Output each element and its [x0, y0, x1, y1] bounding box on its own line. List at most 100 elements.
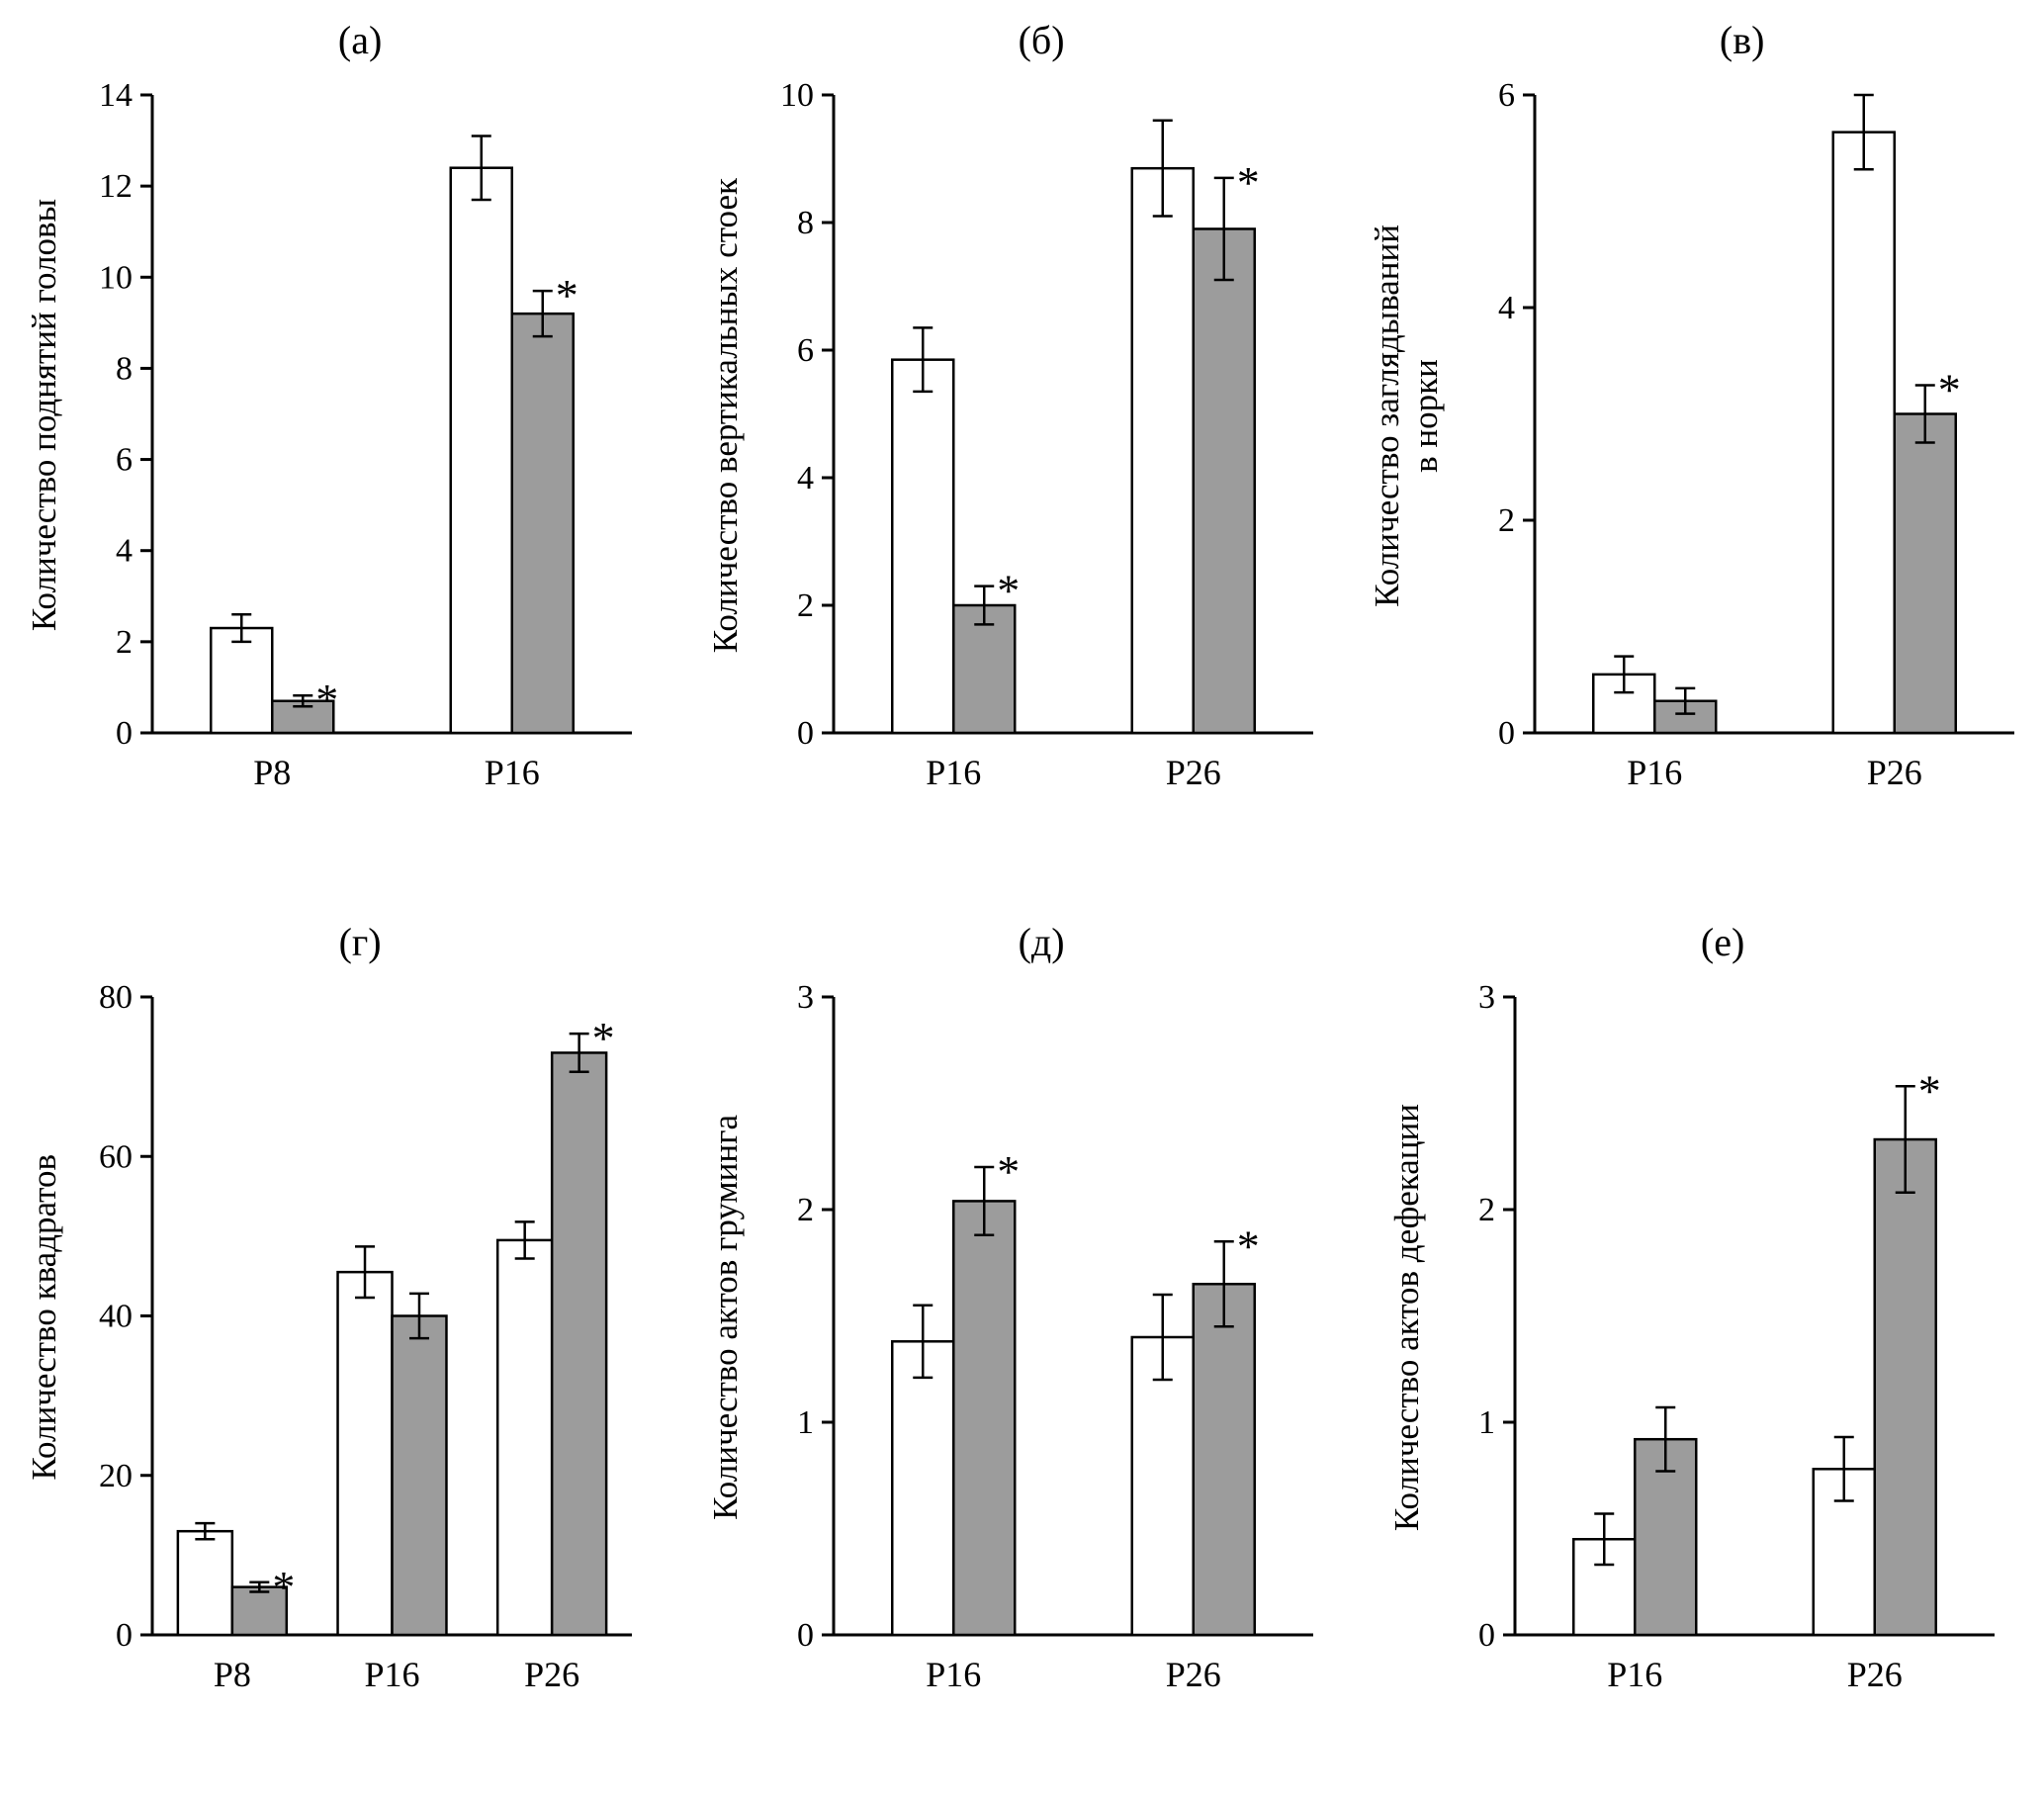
white-bar: [1812, 1468, 1877, 1637]
x-category-label: P16: [485, 753, 540, 792]
y-tick-label: 10: [780, 77, 814, 114]
y-tick-label: 60: [99, 1138, 133, 1175]
plot-column: (е) 0 1 2 3 P16 P26 *: [1426, 916, 2019, 1719]
y-tick-label: 1: [797, 1404, 814, 1441]
y-tick-label: 2: [1478, 1192, 1495, 1228]
x-category-label: P26: [1866, 753, 1921, 792]
gray-bar: [1873, 1137, 1938, 1637]
gray-bar: [952, 1200, 1017, 1637]
y-tick-label: 6: [116, 442, 133, 479]
x-category-label: P16: [1627, 753, 1682, 792]
plot-column: (б) 0 2 4 6 8 10 P16 * P26 *: [745, 14, 1338, 817]
significance-marker: *: [315, 675, 338, 725]
y-tick-label: 8: [116, 350, 133, 387]
white-bar: [891, 358, 955, 735]
significance-marker: *: [556, 270, 578, 320]
y-tick-label: 2: [797, 587, 814, 624]
chart-title: (г): [338, 919, 382, 964]
x-category-label: P8: [214, 1655, 251, 1694]
significance-marker: *: [1918, 1065, 1941, 1116]
gray-bar: [1893, 412, 1957, 735]
y-tick-label: 6: [797, 332, 814, 369]
chart-body: Количество актов дефекации (е) 0 1 2 3 P16 P2…: [1387, 916, 2019, 1719]
white-bar: [176, 1529, 234, 1637]
y-axis-label: Количество заглядываний в норки: [1368, 224, 1446, 607]
chart-body: Количество заглядываний в норки (в) 0 2 4 6…: [1368, 14, 2038, 817]
x-category-label: P16: [1607, 1655, 1662, 1694]
plot-column: (в) 0 2 4 6 P16 P26 *: [1446, 14, 2039, 817]
y-tick-label: 0: [797, 715, 814, 752]
y-axis-label: Количество поднятий головы: [24, 199, 63, 632]
plot-column: (г) 0 20 40 60 80 P8 * P16 P26 *: [63, 916, 657, 1719]
x-category-label: P26: [524, 1655, 579, 1694]
significance-marker: *: [272, 1562, 295, 1612]
y-tick-label: 0: [797, 1617, 814, 1654]
chart-a: Количество поднятий головы (а) 0 2 4 6 8 10 12…: [0, 0, 681, 902]
chart-v: Количество заглядываний в норки (в) 0 2 4 6…: [1363, 0, 2044, 902]
y-tick-label: 0: [116, 1617, 133, 1654]
chart-body: Количество квадратов (г) 0 20 40 60 80 P8 * P16…: [25, 916, 657, 1719]
x-category-label: P26: [1847, 1655, 1903, 1694]
y-tick-label: 6: [1498, 77, 1515, 114]
significance-marker: *: [1237, 157, 1260, 208]
y-tick-label: 80: [99, 979, 133, 1016]
bar-plot: 0 1 2 3 P16 P26 *: [1478, 979, 1996, 1694]
x-category-label: P8: [253, 753, 291, 792]
y-tick-label: 3: [797, 979, 814, 1016]
significance-marker: *: [1937, 364, 1960, 414]
white-bar: [1130, 1335, 1196, 1637]
chart-e: Количество актов дефекации (е) 0 1 2 3 P16 P2…: [1363, 902, 2044, 1804]
significance-marker: *: [592, 1013, 615, 1063]
significance-marker: *: [997, 1146, 1020, 1197]
chart-body: Количество вертикальных стоек (б) 0 2 4 6 8 1…: [706, 14, 1338, 817]
chart-title: (б): [1018, 17, 1065, 62]
plot-column: (д) 0 1 2 3 P16 * P26 *: [745, 916, 1338, 1719]
white-bar: [210, 626, 274, 735]
bar-plot: 0 2 4 6 8 10 12 14 P8 * P16 *: [99, 77, 633, 792]
white-bar: [1831, 131, 1896, 735]
significance-marker: *: [997, 566, 1020, 616]
x-category-label: P16: [926, 1655, 981, 1694]
y-tick-label: 1: [1478, 1404, 1495, 1441]
plot-column: (а) 0 2 4 6 8 10 12 14 P8 * P16 *: [63, 14, 657, 817]
y-tick-label: 8: [797, 205, 814, 241]
y-tick-label: 40: [99, 1299, 133, 1335]
bar-plot: 0 20 40 60 80 P8 * P16 P26 *: [99, 979, 633, 1694]
y-tick-label: 2: [797, 1192, 814, 1228]
y-axis-label: Количество вертикальных стоек: [705, 177, 745, 654]
x-category-label: P16: [926, 753, 981, 792]
bar-plot: 0 2 4 6 P16 P26 *: [1498, 77, 2014, 792]
chart-d: Количество актов груминга (д) 0 1 2 3 P16 * P2…: [681, 902, 1363, 1804]
y-axis-label: Количество актов дефекации: [1386, 1103, 1426, 1532]
y-tick-label: 14: [99, 77, 133, 114]
gray-bar: [391, 1314, 448, 1637]
white-bar: [891, 1340, 955, 1637]
gray-bar: [271, 699, 335, 735]
white-bar: [1130, 166, 1196, 735]
bar-plot: 0 1 2 3 P16 * P26 *: [797, 979, 1314, 1694]
x-category-label: P26: [1166, 753, 1221, 792]
y-tick-label: 20: [99, 1458, 133, 1494]
chart-body: Количество актов груминга (д) 0 1 2 3 P16 * P2…: [706, 916, 1338, 1719]
y-axis-label: Количество квадратов: [24, 1154, 63, 1481]
y-axis-label: Количество актов груминга: [705, 1115, 745, 1520]
white-bar: [449, 166, 514, 735]
chart-title: (а): [337, 17, 383, 62]
gray-bar: [1192, 1283, 1257, 1637]
chart-b: Количество вертикальных стоек (б) 0 2 4 6 8 1…: [681, 0, 1363, 902]
y-tick-label: 0: [1498, 715, 1515, 752]
y-tick-label: 4: [797, 460, 814, 496]
y-tick-label: 12: [99, 168, 133, 205]
y-tick-label: 4: [1498, 290, 1515, 326]
chart-title: (д): [1018, 919, 1065, 964]
gray-bar: [1192, 227, 1257, 735]
y-tick-label: 0: [1478, 1617, 1495, 1654]
x-category-label: P16: [365, 1655, 420, 1694]
x-category-label: P26: [1166, 1655, 1221, 1694]
gray-bar: [510, 312, 576, 735]
gray-bar: [952, 603, 1017, 735]
y-tick-label: 4: [116, 533, 133, 570]
white-bar: [336, 1270, 394, 1637]
gray-bar: [551, 1051, 608, 1637]
